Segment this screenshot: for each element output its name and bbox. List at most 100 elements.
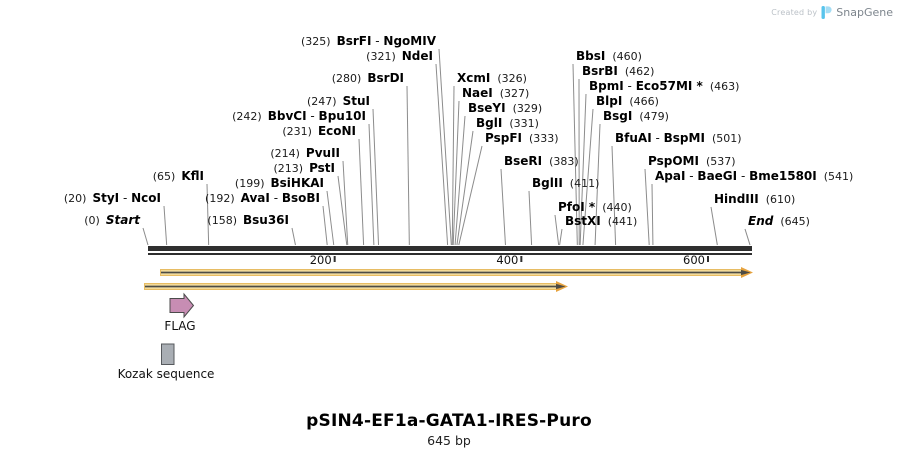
site-label-apai-baegi-bme1580i[interactable]: ApaI - BaeGI - Bme1580I (541) xyxy=(655,169,854,184)
site-position: (645) xyxy=(780,215,810,228)
site-label-pvuii[interactable]: (214) PvuII xyxy=(270,146,340,161)
site-label-bsrbi[interactable]: BsrBI (462) xyxy=(582,64,655,79)
site-label-end[interactable]: End (645) xyxy=(748,214,810,229)
credit-prefix-text: Created by xyxy=(771,8,818,17)
ruler-tick-label-600: 600 xyxy=(683,253,705,267)
plasmid-title: pSIN4-EF1a-GATA1-IRES-Puro xyxy=(306,411,592,431)
site-label-blpi[interactable]: BlpI (466) xyxy=(596,94,659,109)
ruler-tick-400 xyxy=(520,256,523,262)
site-position: (466) xyxy=(629,95,659,108)
site-line-kfli xyxy=(206,183,210,246)
site-position: (501) xyxy=(711,132,742,145)
site-label-start[interactable]: (0) Start xyxy=(84,213,140,228)
site-line-pvuii xyxy=(342,160,349,246)
kozak-feature-box[interactable] xyxy=(161,343,175,365)
site-line-pspomi xyxy=(644,168,650,246)
site-line-bseri xyxy=(500,168,506,246)
site-position: (331) xyxy=(509,117,539,130)
site-label-ndei[interactable]: (321) NdeI xyxy=(366,49,433,64)
site-line-blpi xyxy=(582,108,594,246)
site-position: (326) xyxy=(497,72,527,85)
site-line-bseyi xyxy=(454,115,466,246)
site-label-bbvci-bpu10i[interactable]: (242) BbvCI - Bpu10I xyxy=(232,109,366,124)
site-line-avai-bsobi xyxy=(322,205,328,246)
site-label-bglii[interactable]: BglII (411) xyxy=(532,176,600,191)
site-position: (247) xyxy=(307,95,337,108)
site-position: (65) xyxy=(152,170,176,183)
site-label-naei[interactable]: NaeI (327) xyxy=(462,86,530,101)
site-line-pfoi xyxy=(554,214,560,246)
site-position: (479) xyxy=(639,110,669,123)
site-position: (325) xyxy=(300,35,331,48)
site-label-pfoi[interactable]: PfoI * (440) xyxy=(558,200,632,215)
site-line-hindiii xyxy=(710,206,718,246)
site-label-bseri[interactable]: BseRI (383) xyxy=(504,154,579,169)
site-label-bgli[interactable]: BglI (331) xyxy=(476,116,539,131)
site-position: (158) xyxy=(207,214,237,227)
site-label-bsgi[interactable]: BsgI (479) xyxy=(603,109,669,124)
ruler-line xyxy=(148,253,752,255)
site-label-bpmi-eco57mi[interactable]: BpmI - Eco57MI * (463) xyxy=(589,79,740,94)
site-label-xcmi[interactable]: XcmI (326) xyxy=(457,71,527,86)
site-label-bfuai-bspmi[interactable]: BfuAI - BspMI (501) xyxy=(615,131,742,146)
site-position: (411) xyxy=(569,177,600,190)
site-position: (541) xyxy=(823,170,854,183)
site-label-bsu36i[interactable]: (158) Bsu36I xyxy=(207,213,289,228)
site-line-psti xyxy=(337,175,348,246)
site-position: (440) xyxy=(602,201,632,214)
site-position: (199) xyxy=(234,177,265,190)
site-label-avai-bsobi[interactable]: (192) AvaI - BsoBI xyxy=(205,191,320,206)
site-position: (0) xyxy=(84,214,100,227)
site-label-bbsi[interactable]: BbsI (460) xyxy=(576,49,642,64)
site-line-apai-baegi-bme1580i xyxy=(651,183,654,246)
site-line-bglii xyxy=(528,190,533,246)
site-position: (20) xyxy=(63,192,87,205)
site-label-hindiii[interactable]: HindIII (610) xyxy=(714,192,796,207)
site-line-bfuai-bspmi xyxy=(611,145,617,246)
kozak-feature-label[interactable]: Kozak sequence xyxy=(117,367,215,381)
site-label-stui[interactable]: (247) StuI xyxy=(307,94,370,109)
site-line-bsrdi xyxy=(406,85,410,246)
site-position: (610) xyxy=(765,193,796,206)
ruler-tick-600 xyxy=(707,256,709,262)
flag-feature-arrow[interactable] xyxy=(169,292,195,319)
site-position: (537) xyxy=(705,155,736,168)
site-line-bgli xyxy=(456,130,474,246)
site-label-bstxi[interactable]: BstXI (441) xyxy=(565,214,638,229)
feature-arrow-top-head-core xyxy=(741,269,751,276)
site-line-pspfi xyxy=(458,145,483,246)
site-position: (462) xyxy=(624,65,655,78)
site-position: (460) xyxy=(612,50,642,63)
site-position: (463) xyxy=(709,80,740,93)
ruler-tick-200 xyxy=(333,256,336,262)
site-label-bsihkai[interactable]: (199) BsiHKAI xyxy=(234,176,324,191)
site-line-bsu36i xyxy=(291,227,296,246)
ruler-tick-label-400: 400 xyxy=(496,253,519,267)
site-label-econi[interactable]: (231) EcoNI xyxy=(282,124,356,139)
site-position: (383) xyxy=(549,155,579,168)
site-line-bsgi xyxy=(594,123,601,246)
site-label-pspfi[interactable]: PspFI (333) xyxy=(485,131,559,146)
site-line-econi xyxy=(358,138,365,246)
site-position: (192) xyxy=(205,192,235,205)
site-label-kfli[interactable]: (65) KflI xyxy=(152,169,204,184)
flag-feature-label[interactable]: FLAG xyxy=(164,319,196,333)
site-line-bbsi xyxy=(572,63,578,246)
site-position: (214) xyxy=(270,147,300,160)
site-label-pspomi[interactable]: PspOMI (537) xyxy=(648,154,736,169)
site-position: (213) xyxy=(273,162,304,175)
site-label-bseyi[interactable]: BseYI (329) xyxy=(468,101,543,116)
site-position: (280) xyxy=(331,72,362,85)
site-label-bsrdi[interactable]: (280) BsrDI xyxy=(331,71,404,86)
ruler-tick-label-200: 200 xyxy=(309,253,332,267)
sequence-bar[interactable] xyxy=(148,246,752,251)
plasmid-length: 645 bp xyxy=(427,433,471,448)
site-position: (329) xyxy=(512,102,543,115)
site-label-psti[interactable]: (213) PstI xyxy=(273,161,335,176)
site-label-bsrfi-ngomiv[interactable]: (325) BsrFI - NgoMIV xyxy=(300,34,436,49)
site-label-styi-ncoi[interactable]: (20) StyI - NcoI xyxy=(63,191,161,206)
site-line-xcmi xyxy=(451,85,455,246)
snapgene-credit: Created by SnapGene xyxy=(771,6,893,19)
